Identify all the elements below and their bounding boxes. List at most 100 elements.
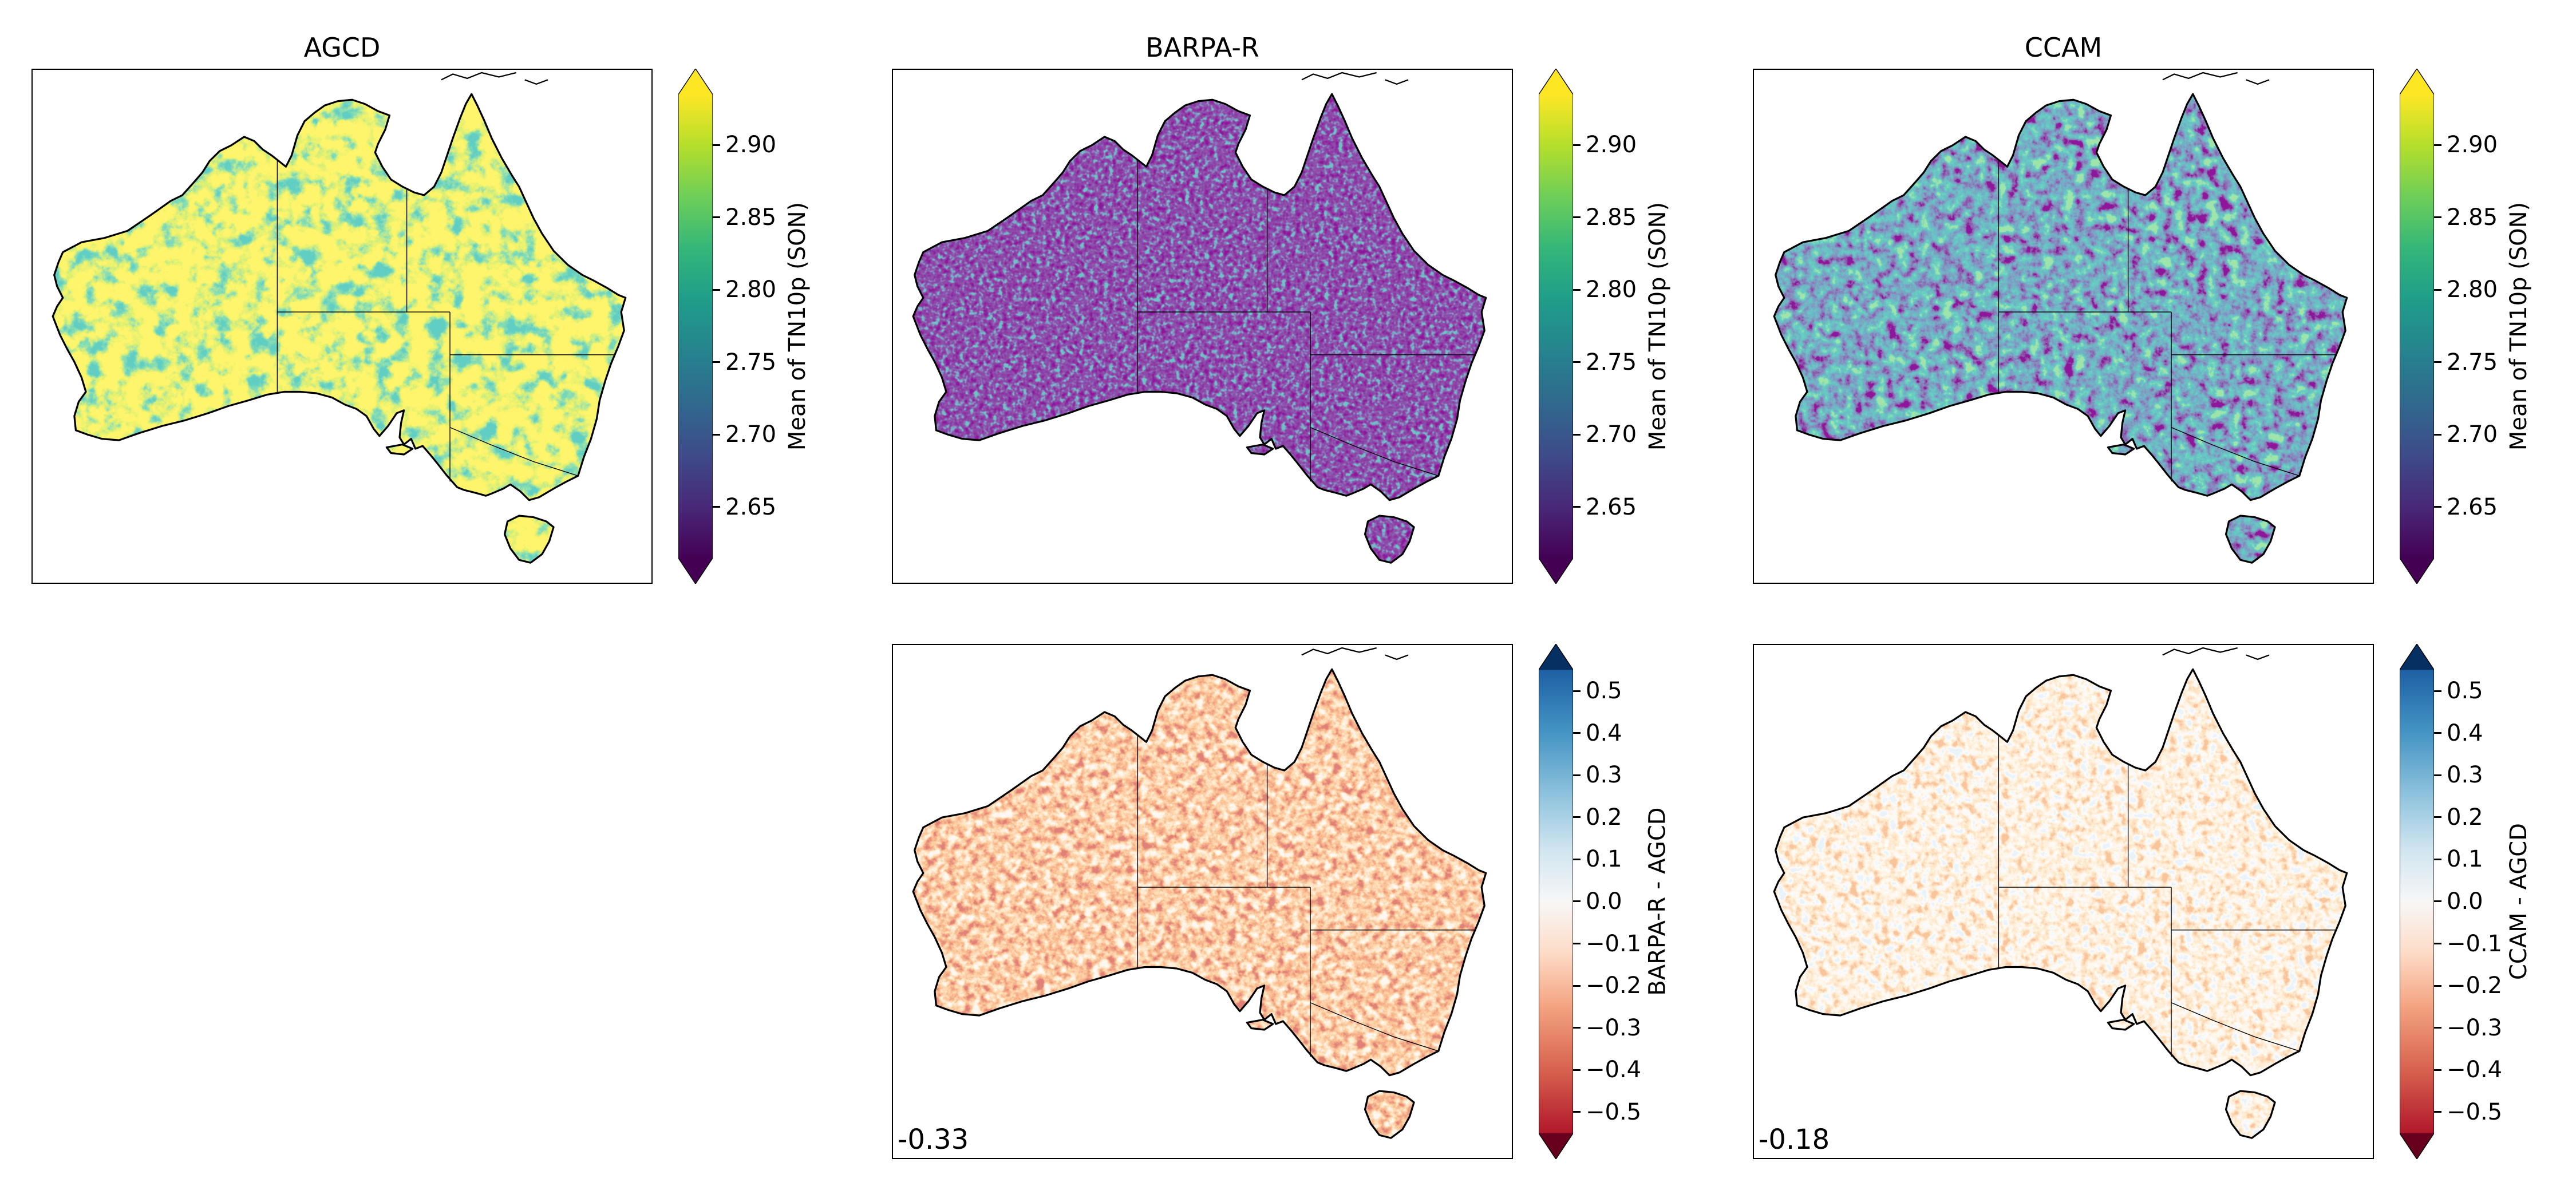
tick-label: −0.4: [2447, 1057, 2503, 1084]
tick-mark-icon: [713, 216, 720, 219]
panel-map-agcd: [31, 69, 653, 584]
data-field: [1774, 669, 2347, 1138]
tick-label: 2.85: [2447, 204, 2498, 231]
tick-label: −0.5: [1586, 1098, 1642, 1125]
tick-mark-icon: [713, 433, 720, 436]
tick-label: 0.2: [2447, 804, 2483, 831]
australia-map-barpa-diff: [912, 647, 1487, 1139]
colorbar-ccam: 2.90 2.85 2.80 2.75 2.70 2.65 Mean of TN…: [2400, 69, 2543, 584]
tick-mark-icon: [2434, 1111, 2441, 1113]
tick-mark-icon: [2434, 690, 2441, 692]
colorbar-agcd: 2.90 2.85 2.80 2.75 2.70 2.65 Mean of TN…: [678, 69, 821, 584]
tick-mark-icon: [713, 288, 720, 291]
colorbar-label: Mean of TN10p (SON): [1645, 201, 1671, 451]
colorbar-gradient-viridis: [1539, 69, 1573, 584]
tick-label: −0.5: [2447, 1098, 2503, 1125]
tick-mark-icon: [1573, 900, 1581, 903]
tick-label: 2.90: [2447, 132, 2498, 158]
tick-label: −0.2: [1586, 972, 1642, 999]
tick-mark-icon: [2434, 433, 2441, 436]
tick-mark-icon: [2434, 943, 2441, 945]
tick-label: 2.80: [725, 276, 777, 303]
new-guinea-coast: [1301, 647, 1409, 661]
tick-label: 2.65: [2447, 493, 2498, 520]
tick-label: 0.3: [1586, 762, 1622, 789]
colorbar-gradient-rdbu: [2400, 644, 2434, 1159]
colorbar-gradient-viridis: [2400, 69, 2434, 584]
tick-label: 2.90: [1586, 132, 1637, 158]
tick-mark-icon: [713, 361, 720, 363]
colorbar-gradient-rdbu: [1539, 644, 1573, 1159]
colorbar-label-wrap: BARPA-R - AGCD: [1641, 644, 1675, 1159]
new-guinea-coast: [2162, 647, 2270, 661]
tick-label: 0.3: [2447, 762, 2483, 789]
colorbar-ticks: 0.5 0.4 0.3 0.2 0.1 0.0 −0.1 −0.: [1573, 679, 1642, 1124]
colorbar-label-wrap: Mean of TN10p (SON): [2502, 69, 2536, 584]
tick-mark-icon: [1573, 144, 1581, 146]
tick-mark-icon: [2434, 900, 2441, 903]
colorbar-label: BARPA-R - AGCD: [1645, 807, 1671, 996]
colorbar-barpa: 2.90 2.85 2.80 2.75 2.70 2.65 Mean of TN…: [1539, 69, 1682, 584]
colorbar-ticks: 0.5 0.4 0.3 0.2 0.1 0.0 −0.1 −0.: [2434, 679, 2503, 1124]
tick-mark-icon: [1573, 433, 1581, 436]
colorbar-label: Mean of TN10p (SON): [784, 201, 811, 451]
panel-title-agcd: AGCD: [303, 32, 381, 63]
colorbar-label-wrap: Mean of TN10p (SON): [780, 69, 815, 584]
tick-label: −0.3: [2447, 1014, 2503, 1041]
tick-mark-icon: [1573, 506, 1581, 508]
tick-mark-icon: [713, 506, 720, 508]
colorbar-label: Mean of TN10p (SON): [2506, 201, 2532, 451]
new-guinea-coast: [1301, 72, 1409, 85]
tick-mark-icon: [1573, 943, 1581, 945]
tick-mark-icon: [1573, 690, 1581, 692]
tick-mark-icon: [1573, 1111, 1581, 1113]
data-field: [53, 94, 626, 563]
panel-map-barpa-minus-agcd: -0.33: [892, 644, 1513, 1159]
tick-mark-icon: [2434, 288, 2441, 291]
colorbar-barpa-diff: 0.5 0.4 0.3 0.2 0.1 0.0 −0.1 −0.: [1539, 644, 1682, 1159]
panel-map-ccam-minus-agcd: -0.18: [1753, 644, 2374, 1159]
data-field: [1774, 94, 2347, 563]
tick-mark-icon: [1573, 816, 1581, 819]
tick-label: 0.0: [2447, 888, 2483, 915]
data-field: [913, 669, 1486, 1138]
tick-mark-icon: [2434, 1027, 2441, 1029]
tick-label: 0.5: [1586, 678, 1622, 704]
data-field: [913, 94, 1486, 563]
colorbar-ticks: 2.90 2.85 2.80 2.75 2.70 2.65: [1573, 133, 1637, 519]
australia-map-ccam: [1773, 72, 2348, 564]
tick-mark-icon: [2434, 361, 2441, 363]
tick-label: −0.4: [1586, 1057, 1642, 1084]
tick-label: 0.0: [1586, 888, 1622, 915]
tick-label: 2.80: [2447, 276, 2498, 303]
mean-bias-value-barpa: -0.33: [898, 1124, 969, 1156]
tick-mark-icon: [2434, 732, 2441, 734]
panel-title-ccam: CCAM: [2024, 32, 2103, 63]
tick-mark-icon: [1573, 858, 1581, 860]
new-guinea-coast: [440, 72, 549, 85]
tick-mark-icon: [2434, 816, 2441, 819]
tick-label: 2.90: [725, 132, 777, 158]
tick-mark-icon: [1573, 1069, 1581, 1071]
australia-map-agcd: [52, 72, 627, 564]
panel-title-barpa: BARPA-R: [1145, 32, 1259, 63]
mean-bias-value-ccam: -0.18: [1759, 1124, 1830, 1156]
tick-mark-icon: [2434, 984, 2441, 987]
tick-label: 2.70: [1586, 421, 1637, 448]
tick-label: 0.1: [2447, 846, 2483, 873]
colorbar-label: CCAM - AGCD: [2506, 823, 2532, 980]
tick-label: 2.75: [725, 349, 777, 375]
tick-label: 2.85: [725, 204, 777, 231]
tick-mark-icon: [1573, 1027, 1581, 1029]
tick-mark-icon: [2434, 216, 2441, 219]
colorbar-ticks: 2.90 2.85 2.80 2.75 2.70 2.65: [2434, 133, 2498, 519]
tick-mark-icon: [1573, 216, 1581, 219]
tick-label: 0.4: [2447, 719, 2483, 746]
tick-mark-icon: [2434, 858, 2441, 860]
australia-map-barpa: [912, 72, 1487, 564]
tick-label: −0.1: [2447, 930, 2503, 957]
colorbar-ccam-diff: 0.5 0.4 0.3 0.2 0.1 0.0 −0.1 −0.: [2400, 644, 2543, 1159]
colorbar-label-wrap: Mean of TN10p (SON): [1641, 69, 1675, 584]
tick-label: 2.75: [1586, 349, 1637, 375]
tick-mark-icon: [1573, 288, 1581, 291]
